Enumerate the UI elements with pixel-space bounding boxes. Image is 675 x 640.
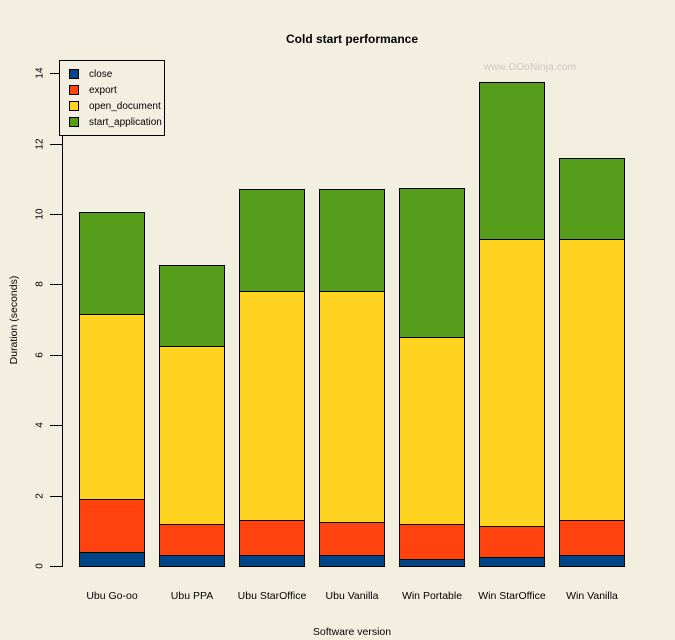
y-tick-mark [50, 144, 62, 145]
bar-segment-start_application [319, 189, 385, 291]
bar-segment-open_document [479, 239, 545, 526]
x-category-label: Win Vanilla [566, 590, 618, 602]
legend-item-start-application: start_application [60, 114, 164, 130]
bar-segment-export [79, 499, 145, 552]
bar-segment-export [239, 520, 305, 555]
bar-segment-open_document [399, 337, 465, 524]
bar-segment-close [79, 552, 145, 567]
y-tick-label: 0 [34, 563, 46, 569]
legend-item-close: close [60, 66, 164, 82]
y-tick-label: 4 [34, 422, 46, 428]
bar-segment-close [239, 555, 305, 567]
y-tick-label: 2 [34, 493, 46, 499]
watermark-text: www.OOoNinja.com [483, 62, 577, 73]
legend: close export open_document start_applica… [59, 60, 165, 136]
bar-segment-close [399, 559, 465, 567]
x-category-label: Ubu PPA [170, 590, 214, 602]
y-tick-mark [50, 425, 62, 426]
bar-segment-start_application [239, 189, 305, 291]
legend-swatch-start-application [69, 117, 79, 127]
legend-label-open-document: open_document [89, 100, 161, 112]
bar-segment-open_document [79, 314, 145, 499]
y-tick-mark [50, 284, 62, 285]
legend-item-open-document: open_document [60, 98, 164, 114]
bar-segment-start_application [479, 82, 545, 239]
bar-segment-export [559, 520, 625, 555]
y-axis-line [62, 74, 63, 567]
legend-swatch-close [69, 69, 79, 79]
bar-segment-start_application [159, 265, 225, 346]
y-tick-mark [50, 566, 62, 567]
bar-segment-open_document [239, 291, 305, 520]
x-axis-title: Software version [312, 626, 392, 638]
y-tick-label: 6 [34, 352, 46, 358]
bar-segment-open_document [319, 291, 385, 522]
y-tick-mark [50, 73, 62, 74]
chart-title: Cold start performance [285, 32, 419, 46]
y-tick-mark [50, 496, 62, 497]
legend-label-close: close [89, 68, 113, 80]
y-tick-label: 12 [34, 138, 46, 150]
legend-swatch-export [69, 85, 79, 95]
bar-segment-start_application [559, 158, 625, 239]
bar-segment-close [559, 555, 625, 567]
x-category-label: Win Portable [401, 590, 463, 602]
y-tick-label: 8 [34, 281, 46, 287]
bar-segment-export [159, 524, 225, 555]
legend-label-start-application: start_application [89, 116, 162, 128]
y-tick-mark [50, 214, 62, 215]
bar-segment-export [479, 526, 545, 557]
bar-segment-start_application [399, 188, 465, 337]
y-tick-mark [50, 355, 62, 356]
x-category-label: Win StarOffice [478, 590, 546, 602]
bar-segment-close [319, 555, 385, 567]
legend-item-export: export [60, 82, 164, 98]
bar-segment-open_document [159, 346, 225, 524]
x-category-label: Ubu Vanilla [325, 590, 379, 602]
legend-swatch-open-document [69, 101, 79, 111]
bar-segment-start_application [79, 212, 145, 314]
legend-label-export: export [89, 84, 117, 96]
bar-segment-close [479, 557, 545, 567]
bar-segment-export [399, 524, 465, 559]
bar-segment-open_document [559, 239, 625, 520]
x-category-label: Ubu Go-oo [86, 590, 138, 602]
y-tick-label: 10 [34, 208, 46, 220]
bar-segment-close [159, 555, 225, 567]
y-tick-label: 14 [34, 67, 46, 79]
bar-segment-export [319, 522, 385, 555]
x-category-label: Ubu StarOffice [237, 590, 307, 602]
